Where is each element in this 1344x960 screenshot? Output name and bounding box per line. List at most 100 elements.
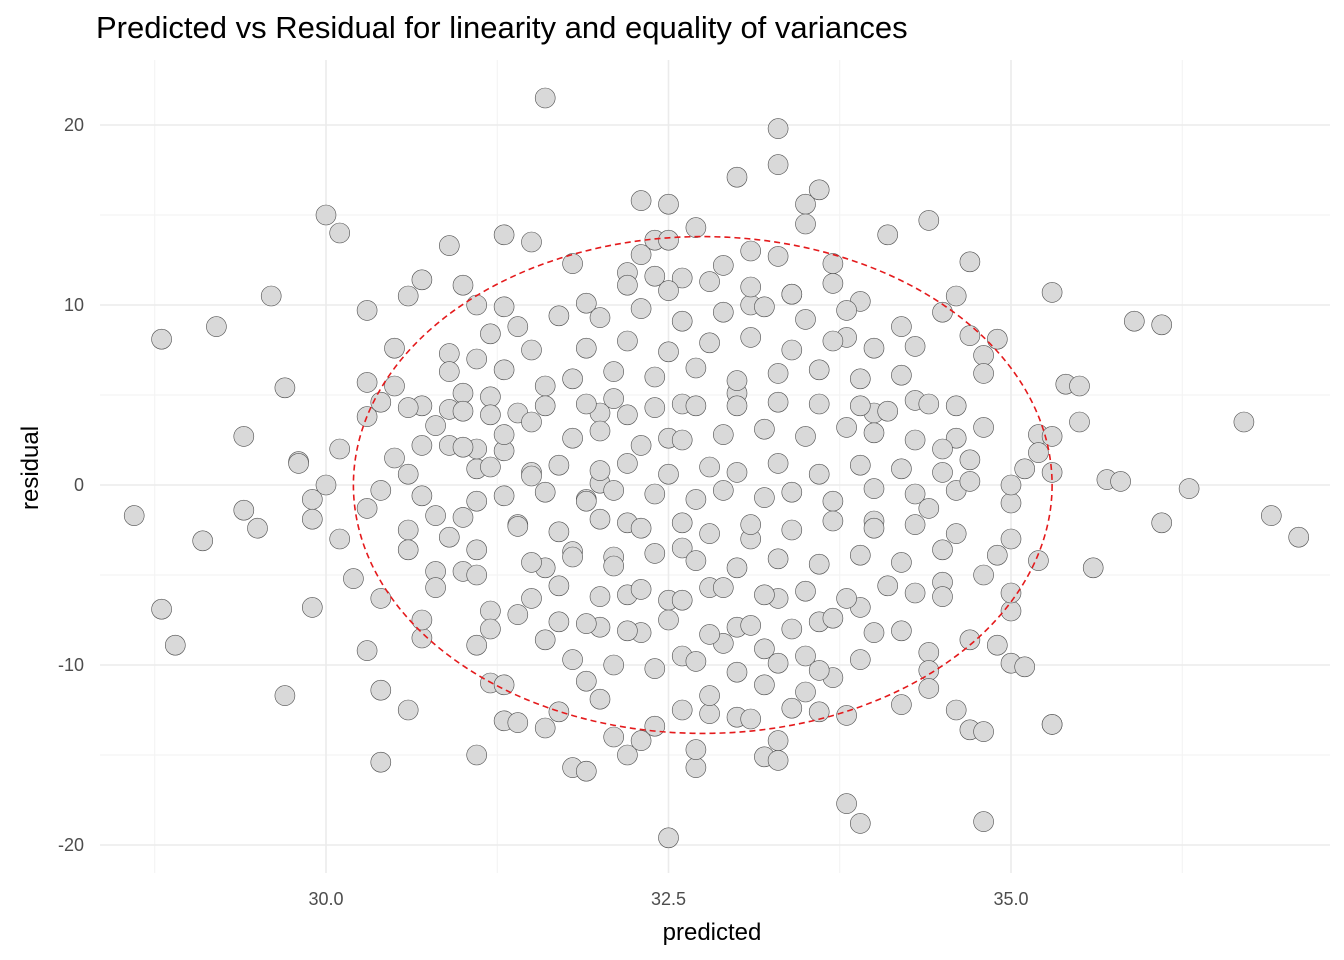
data-point xyxy=(685,651,707,672)
data-point xyxy=(836,705,857,726)
data-point xyxy=(658,463,679,485)
data-point xyxy=(740,514,762,535)
data-point xyxy=(808,463,830,485)
data-point xyxy=(891,552,912,573)
data-point xyxy=(644,543,666,564)
data-point xyxy=(671,537,693,559)
data-point xyxy=(603,480,625,501)
data-point xyxy=(548,305,570,327)
x-tick-label: 32.5 xyxy=(651,889,686,909)
data-point xyxy=(863,337,885,359)
data-point xyxy=(466,294,488,316)
data-point xyxy=(644,483,666,505)
data-point xyxy=(658,229,679,251)
data-point xyxy=(630,190,652,211)
data-point xyxy=(356,498,378,519)
data-point xyxy=(452,400,474,422)
x-tick-label: 30.0 xyxy=(308,889,343,909)
data-point xyxy=(836,588,857,609)
data-point xyxy=(877,400,899,422)
data-point xyxy=(548,575,570,597)
data-point xyxy=(904,483,926,505)
data-point xyxy=(192,530,213,552)
data-point xyxy=(521,339,542,361)
data-point xyxy=(425,505,446,526)
data-point xyxy=(452,274,474,296)
data-point xyxy=(397,519,419,541)
data-point xyxy=(603,726,625,748)
data-point xyxy=(480,618,501,640)
data-point xyxy=(795,213,816,235)
data-point xyxy=(617,330,638,352)
data-point xyxy=(452,507,474,528)
data-point xyxy=(726,370,748,391)
data-point xyxy=(575,393,597,415)
data-point xyxy=(891,620,912,642)
y-tick-label: 10 xyxy=(64,295,84,315)
data-point xyxy=(808,553,830,575)
data-point xyxy=(986,634,1008,656)
data-point xyxy=(945,395,967,417)
data-point xyxy=(754,487,775,508)
data-point xyxy=(863,517,885,539)
data-point xyxy=(1041,462,1063,483)
data-point xyxy=(575,337,597,359)
data-point xyxy=(822,330,844,352)
data-point xyxy=(767,246,789,267)
data-point xyxy=(562,649,583,670)
data-point xyxy=(630,298,652,319)
data-point xyxy=(699,271,720,292)
data-point xyxy=(699,624,720,645)
data-point xyxy=(712,255,734,276)
y-tick-label: -10 xyxy=(58,655,84,675)
data-point xyxy=(726,166,748,188)
data-point xyxy=(589,460,611,481)
data-point xyxy=(808,701,830,723)
data-point xyxy=(685,489,707,510)
data-point xyxy=(685,757,707,778)
data-point xyxy=(767,363,789,384)
confidence-ellipse xyxy=(352,235,1053,735)
data-point xyxy=(795,645,816,667)
data-point xyxy=(795,681,816,703)
data-point xyxy=(781,697,803,719)
data-point xyxy=(466,490,488,512)
data-point xyxy=(521,411,542,433)
data-point xyxy=(329,438,351,460)
data-point xyxy=(356,372,378,393)
data-point xyxy=(973,345,994,366)
data-point xyxy=(822,510,844,532)
data-point xyxy=(1261,505,1282,526)
data-point xyxy=(165,634,186,656)
data-point xyxy=(644,715,666,737)
data-point xyxy=(617,453,638,474)
data-point xyxy=(973,721,994,742)
data-point xyxy=(617,274,638,296)
data-point xyxy=(671,589,693,611)
data-point xyxy=(438,361,460,382)
data-point xyxy=(891,316,912,337)
data-point xyxy=(1069,375,1090,397)
data-point xyxy=(548,701,570,723)
x-axis-tick-labels: 30.0 32.5 35.0 xyxy=(308,889,1028,909)
data-point xyxy=(658,193,679,215)
data-point xyxy=(247,517,268,539)
data-point xyxy=(712,301,734,323)
data-point xyxy=(534,395,556,417)
data-point xyxy=(617,744,638,766)
data-point xyxy=(480,386,501,408)
data-point xyxy=(493,485,515,507)
data-point xyxy=(329,528,351,550)
data-point xyxy=(904,336,926,357)
data-point xyxy=(630,244,652,265)
data-point xyxy=(877,575,899,597)
data-point xyxy=(918,678,940,699)
y-tick-label: 20 xyxy=(64,115,84,135)
data-point xyxy=(932,539,953,561)
data-point xyxy=(466,744,488,766)
data-point xyxy=(397,463,419,485)
data-point xyxy=(1028,442,1049,463)
data-point xyxy=(712,424,734,445)
data-point xyxy=(754,584,775,606)
data-point xyxy=(630,435,652,456)
